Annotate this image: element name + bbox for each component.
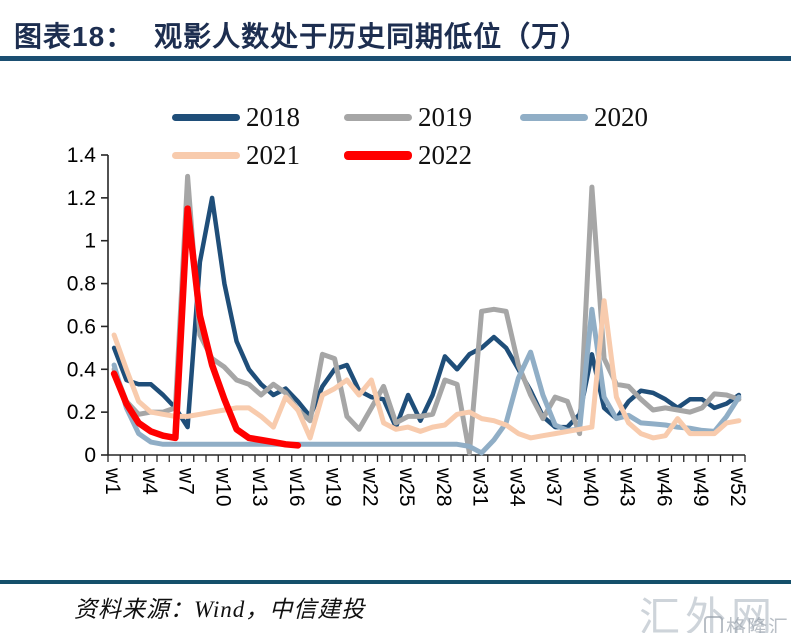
x-tick-label: w40 — [579, 467, 602, 507]
x-tick-label: w37 — [542, 467, 565, 507]
legend-label-2018: 2018 — [246, 102, 300, 132]
legend-swatch-2018 — [172, 114, 240, 121]
x-tick-label: w4 — [138, 467, 161, 495]
legend-swatch-2019 — [344, 114, 412, 121]
y-tick-label: 0.6 — [67, 315, 96, 338]
series-line-2021 — [111, 298, 742, 441]
y-tick-label: 1.2 — [67, 187, 96, 210]
series-line-2020 — [111, 306, 742, 456]
series-line-2018 — [111, 195, 742, 430]
figure-title: 观影人数处于历史同期低位（万） — [154, 21, 590, 52]
y-tick-label: 1 — [84, 230, 96, 253]
x-tick-label: w43 — [616, 467, 639, 507]
y-tick-label: 0.8 — [67, 273, 96, 296]
series-line-2019 — [111, 173, 742, 456]
legend-item-2020: 2020 — [520, 102, 648, 133]
chart-legend: 2018 2019 2020 2021 2022 — [172, 102, 648, 171]
x-tick-label: w22 — [358, 467, 381, 507]
y-tick-label: 0.2 — [67, 401, 96, 424]
series-line-2022 — [110, 205, 302, 449]
watermark-logo-icon — [704, 616, 723, 633]
x-tick-label: w7 — [175, 467, 198, 495]
watermark-secondary: 格隆汇 — [704, 611, 789, 633]
x-tick-label: w16 — [285, 467, 308, 507]
x-tick-label: w34 — [505, 467, 528, 507]
legend-item-2022: 2022 — [344, 140, 520, 171]
x-tick-label: w52 — [726, 467, 749, 507]
x-tick-label: w13 — [248, 467, 271, 507]
x-tick-label: w46 — [652, 467, 675, 507]
title-divider — [0, 56, 791, 61]
legend-label-2020: 2020 — [594, 102, 648, 132]
footer-divider — [0, 580, 791, 584]
legend-item-2018: 2018 — [172, 102, 344, 133]
x-tick-label: w25 — [395, 467, 418, 507]
watermark-secondary-text: 格隆汇 — [726, 617, 789, 633]
x-tick-label: w10 — [211, 467, 234, 507]
x-tick-label: w1 — [101, 467, 124, 495]
legend-item-2019: 2019 — [344, 102, 520, 133]
figure-title-row: 图表18： 观影人数处于历史同期低位（万） — [14, 15, 589, 55]
legend-swatch-2021 — [172, 152, 240, 159]
x-tick-label: w19 — [322, 467, 345, 507]
legend-label-2022: 2022 — [418, 140, 472, 170]
x-tick-label: w49 — [689, 467, 712, 507]
legend-swatch-2022 — [344, 151, 412, 160]
legend-label-2021: 2021 — [246, 140, 300, 170]
legend-swatch-2020 — [520, 114, 588, 121]
y-tick-label: 1.4 — [67, 144, 97, 167]
figure-label: 图表18： — [14, 21, 135, 52]
y-tick-label: 0 — [84, 444, 96, 467]
x-tick-label: w31 — [469, 467, 492, 507]
source-note: 资料来源：Wind，中信建投 — [74, 597, 366, 622]
line-chart: 0 0.2 0.4 0.6 0.8 1 1.2 1.4 w1 w4 w7 w10 w13 w16 w19 w2… — [67, 144, 749, 507]
x-tick-label: w28 — [432, 467, 455, 507]
legend-item-2021: 2021 — [172, 140, 344, 171]
y-tick-label: 0.4 — [67, 358, 97, 381]
legend-label-2019: 2019 — [418, 102, 472, 132]
